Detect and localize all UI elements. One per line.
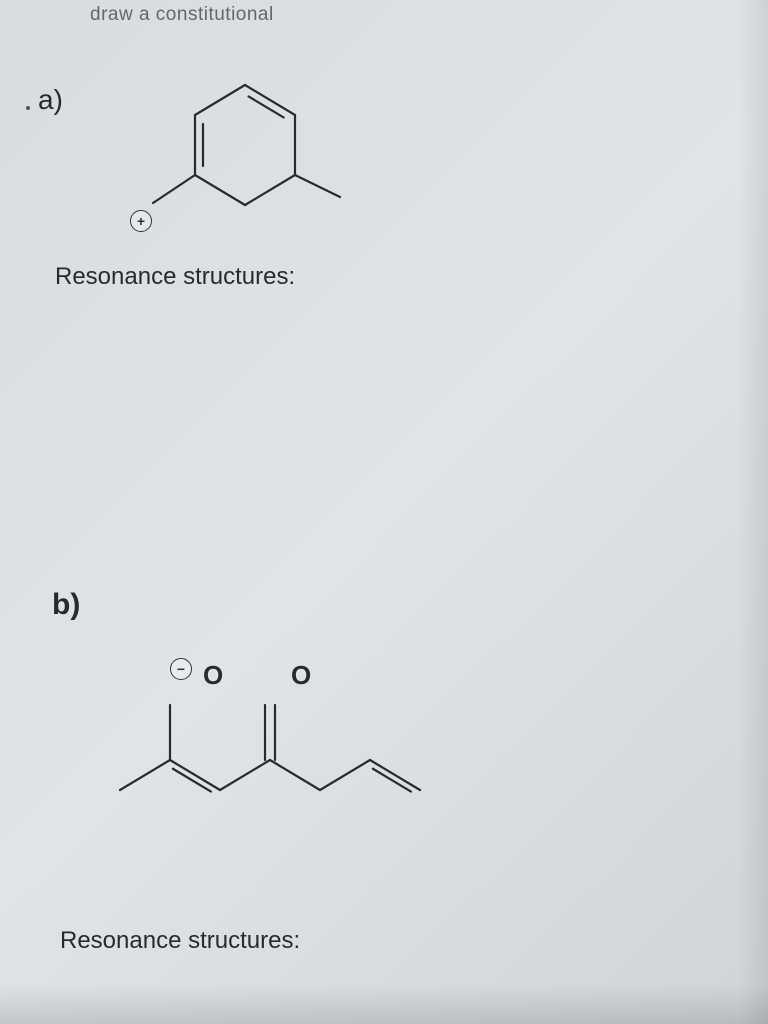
resonance-label-a: Resonance structures: <box>55 263 295 291</box>
page-shadow-right <box>738 0 768 1024</box>
worksheet-page: draw a constitutional a) + Resonance str… <box>0 0 768 1024</box>
top-fragment-text: draw a constitutional <box>90 4 274 26</box>
part-a-label: a) <box>38 84 63 116</box>
page-shadow-bottom <box>0 984 768 1024</box>
structure-b-diagram <box>100 640 460 820</box>
plus-symbol: + <box>137 213 145 229</box>
positive-charge-icon: + <box>130 210 152 232</box>
structure-a-diagram <box>145 65 375 235</box>
resonance-label-b: Resonance structures: <box>60 927 300 955</box>
bullet-dot <box>26 106 30 110</box>
part-b-label: b) <box>52 588 80 622</box>
